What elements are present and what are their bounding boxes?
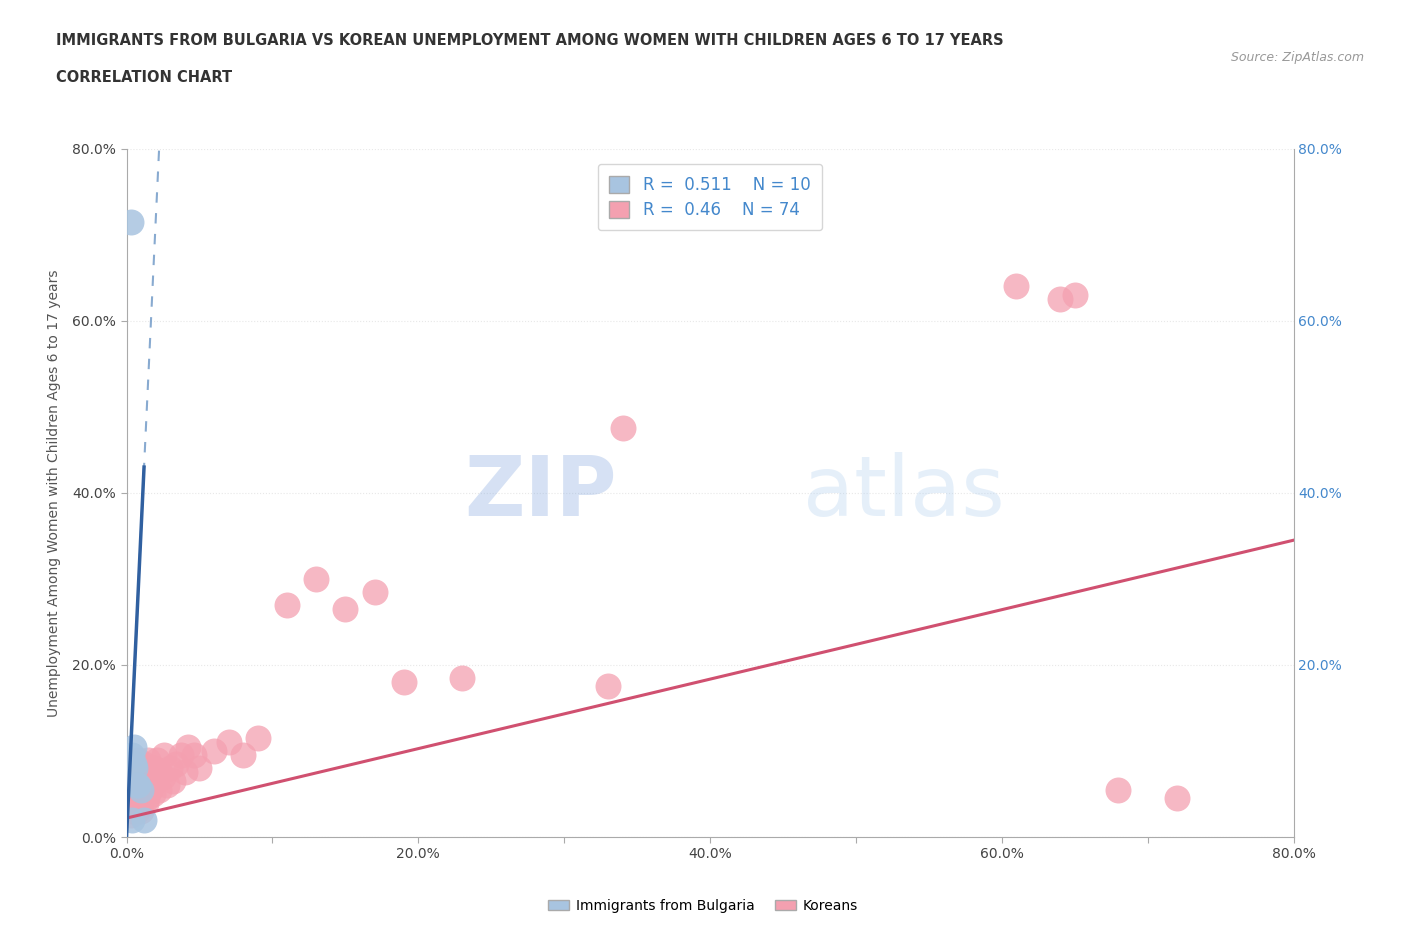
Point — [363, 584, 385, 599]
Point — [127, 769, 149, 784]
Point — [1063, 287, 1085, 302]
Point — [305, 572, 328, 587]
Point — [127, 800, 149, 815]
Point — [146, 752, 169, 767]
Point — [120, 808, 142, 823]
Point — [162, 774, 184, 789]
Point — [183, 748, 205, 763]
Point — [120, 787, 142, 802]
Point — [125, 804, 148, 818]
Point — [122, 804, 145, 818]
Point — [335, 602, 357, 617]
Point — [177, 739, 200, 754]
Point — [128, 774, 150, 789]
Point — [451, 671, 474, 685]
Point — [122, 790, 145, 805]
Text: atlas: atlas — [803, 452, 1005, 534]
Point — [120, 215, 142, 230]
Point — [121, 774, 143, 789]
Text: CORRELATION CHART: CORRELATION CHART — [56, 70, 232, 85]
Point — [125, 777, 148, 792]
Point — [139, 782, 162, 797]
Point — [132, 787, 155, 802]
Point — [124, 761, 146, 776]
Point — [392, 675, 415, 690]
Text: ZIP: ZIP — [464, 452, 617, 534]
Point — [149, 765, 172, 780]
Point — [142, 787, 165, 802]
Point — [118, 777, 141, 792]
Point — [612, 421, 634, 436]
Point — [153, 748, 176, 763]
Point — [121, 795, 143, 810]
Text: IMMIGRANTS FROM BULGARIA VS KOREAN UNEMPLOYMENT AMONG WOMEN WITH CHILDREN AGES 6: IMMIGRANTS FROM BULGARIA VS KOREAN UNEMP… — [56, 33, 1004, 47]
Y-axis label: Unemployment Among Women with Children Ages 6 to 17 years: Unemployment Among Women with Children A… — [48, 269, 60, 717]
Point — [134, 765, 156, 780]
Point — [124, 774, 146, 789]
Point — [596, 679, 619, 694]
Point — [132, 756, 155, 771]
Point — [169, 748, 191, 763]
Point — [129, 765, 152, 780]
Point — [132, 813, 155, 828]
Point — [121, 804, 143, 818]
Point — [1005, 279, 1028, 294]
Point — [122, 739, 145, 754]
Point — [124, 787, 146, 802]
Point — [246, 731, 269, 746]
Point — [127, 782, 149, 797]
Point — [127, 777, 149, 792]
Point — [128, 795, 150, 810]
Point — [131, 790, 153, 805]
Point — [141, 769, 163, 784]
Point — [121, 813, 143, 828]
Point — [174, 765, 197, 780]
Point — [148, 782, 170, 797]
Text: Source: ZipAtlas.com: Source: ZipAtlas.com — [1230, 51, 1364, 64]
Point — [122, 756, 145, 771]
Point — [136, 790, 159, 805]
Legend: Immigrants from Bulgaria, Koreans: Immigrants from Bulgaria, Koreans — [543, 894, 863, 919]
Point — [132, 774, 155, 789]
Point — [138, 777, 160, 792]
Point — [159, 761, 181, 776]
Point — [136, 761, 159, 776]
Point — [143, 761, 166, 776]
Point — [145, 774, 167, 789]
Point — [232, 748, 254, 763]
Point — [1108, 782, 1130, 797]
Point — [276, 597, 298, 612]
Point — [127, 752, 149, 767]
Point — [134, 795, 156, 810]
Point — [188, 761, 211, 776]
Point — [125, 790, 148, 805]
Point — [124, 800, 146, 815]
Point — [165, 756, 187, 771]
Point — [218, 735, 240, 750]
Legend: R =  0.511    N = 10, R =  0.46    N = 74: R = 0.511 N = 10, R = 0.46 N = 74 — [598, 164, 823, 231]
Point — [129, 782, 152, 797]
Point — [125, 777, 148, 792]
Point — [118, 795, 141, 810]
Point — [129, 804, 152, 818]
Point — [1166, 790, 1188, 805]
Point — [124, 756, 146, 771]
Point — [122, 769, 145, 784]
Point — [129, 782, 152, 797]
Point — [138, 752, 160, 767]
Point — [1049, 292, 1071, 307]
Point — [125, 761, 148, 776]
Point — [121, 748, 143, 763]
Point — [156, 777, 179, 792]
Point — [131, 761, 153, 776]
Point — [152, 769, 174, 784]
Point — [202, 744, 225, 759]
